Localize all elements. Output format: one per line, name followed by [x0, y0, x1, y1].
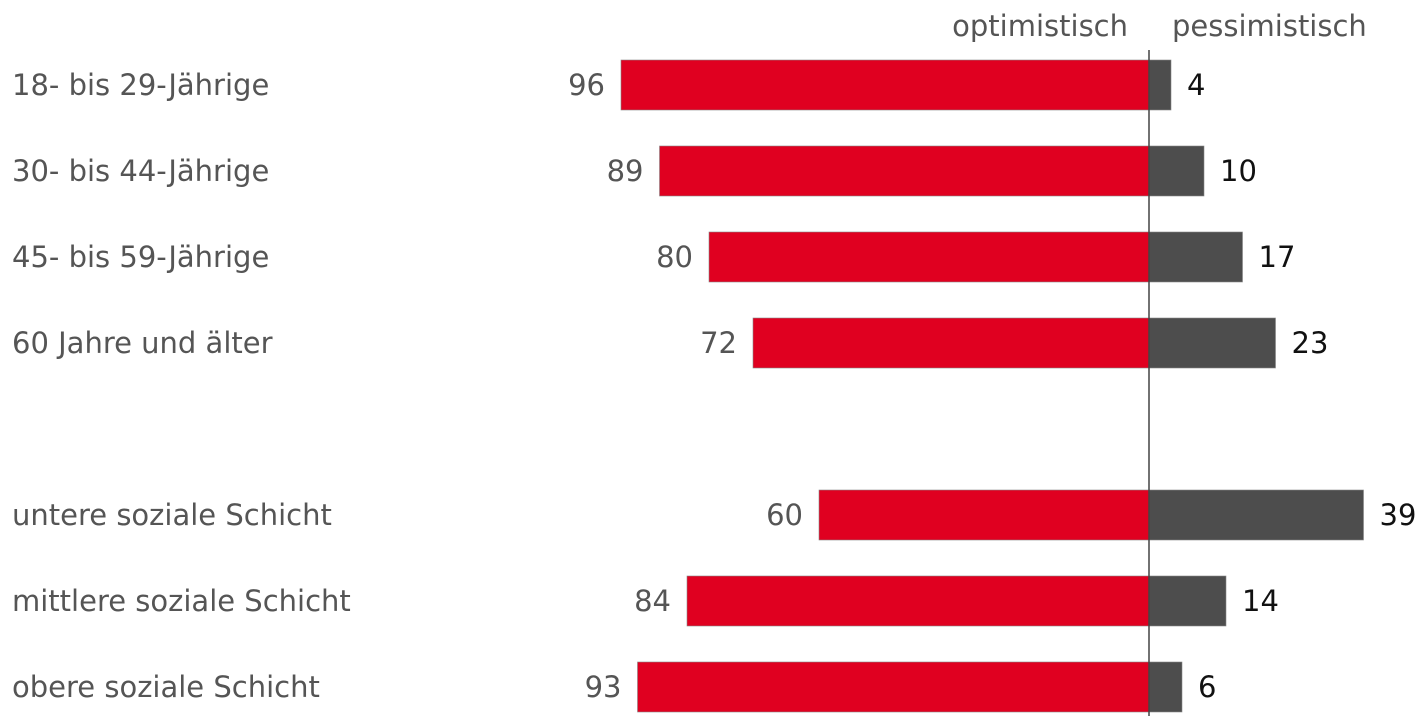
value-label-pessimistic: 14 [1242, 584, 1279, 618]
bar-pessimistic [1148, 661, 1183, 713]
category-label: obere soziale Schicht [12, 670, 320, 704]
bar-pessimistic [1148, 59, 1172, 111]
value-label-optimistic: 93 [585, 670, 622, 704]
bar-pessimistic [1148, 575, 1227, 627]
value-label-optimistic: 84 [634, 584, 671, 618]
bar-optimistic [708, 231, 1150, 283]
value-label-pessimistic: 17 [1259, 240, 1296, 274]
value-label-optimistic: 89 [607, 154, 644, 188]
value-label-optimistic: 80 [656, 240, 693, 274]
value-label-pessimistic: 23 [1292, 326, 1329, 360]
category-label: 18- bis 29-Jährige [12, 68, 269, 102]
bar-optimistic [752, 317, 1150, 369]
bar-optimistic [637, 661, 1150, 713]
category-label: 60 Jahre und älter [12, 326, 273, 360]
header-pessimistic: pessimistisch [1172, 9, 1367, 43]
value-label-pessimistic: 10 [1220, 154, 1257, 188]
header-optimistic: optimistisch [952, 9, 1128, 43]
value-label-optimistic: 60 [766, 498, 803, 532]
value-label-optimistic: 72 [700, 326, 737, 360]
bar-pessimistic [1148, 145, 1205, 197]
value-label-pessimistic: 4 [1187, 68, 1205, 102]
value-label-optimistic: 96 [568, 68, 605, 102]
bar-optimistic [620, 59, 1150, 111]
category-label: 45- bis 59-Jährige [12, 240, 269, 274]
category-label: untere soziale Schicht [12, 498, 332, 532]
bar-optimistic [659, 145, 1150, 197]
bar-pessimistic [1148, 489, 1364, 541]
value-label-pessimistic: 6 [1198, 670, 1216, 704]
category-label: mittlere soziale Schicht [12, 584, 351, 618]
value-label-pessimistic: 39 [1380, 498, 1417, 532]
bar-optimistic [818, 489, 1150, 541]
bar-pessimistic [1148, 317, 1276, 369]
bars-layer: 18- bis 29-Jährige 96 4 30- bis 44-Jährige 8… [12, 59, 1417, 713]
bar-optimistic [686, 575, 1150, 627]
category-label: 30- bis 44-Jährige [12, 154, 269, 188]
bar-pessimistic [1148, 231, 1243, 283]
